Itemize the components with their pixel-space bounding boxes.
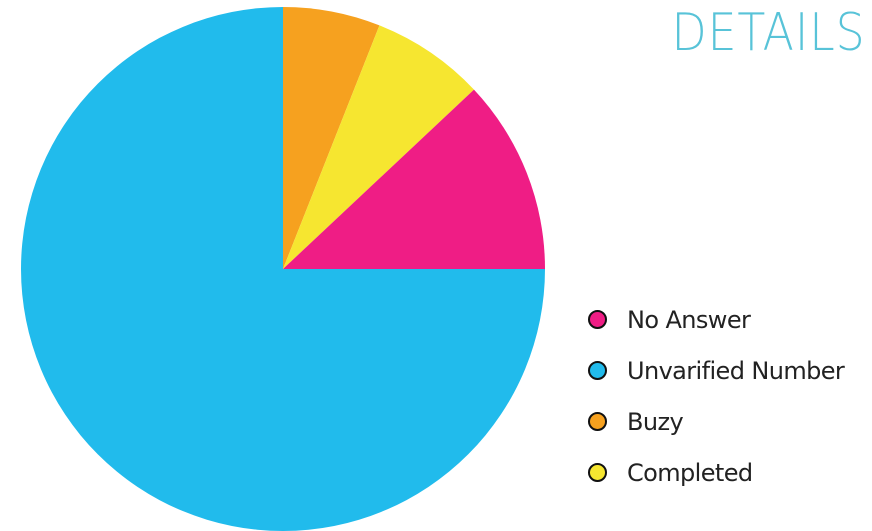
legend-item-no-answer: No Answer: [588, 294, 868, 345]
legend-item-buzy: Buzy: [588, 396, 868, 447]
legend: No Answer Unvarified Number Buzy Complet…: [588, 294, 868, 498]
pie-slice-completed: [283, 25, 474, 270]
legend-item-completed: Completed: [588, 447, 868, 498]
chart-title: DETAILS: [671, 3, 866, 63]
pie-slice-buzy: [283, 7, 380, 269]
legend-label-unvarified-number: Unvarified Number: [627, 356, 845, 385]
legend-label-completed: Completed: [627, 458, 753, 487]
legend-swatch-unvarified-number: [588, 361, 607, 380]
pie-slice-no-answer: [283, 89, 545, 270]
legend-swatch-buzy: [588, 412, 607, 431]
legend-swatch-completed: [588, 463, 607, 482]
legend-label-buzy: Buzy: [627, 407, 684, 436]
pie-slice-unvarified-number: [21, 7, 545, 531]
legend-item-unvarified-number: Unvarified Number: [588, 345, 868, 396]
legend-label-no-answer: No Answer: [627, 305, 751, 334]
legend-swatch-no-answer: [588, 310, 607, 329]
